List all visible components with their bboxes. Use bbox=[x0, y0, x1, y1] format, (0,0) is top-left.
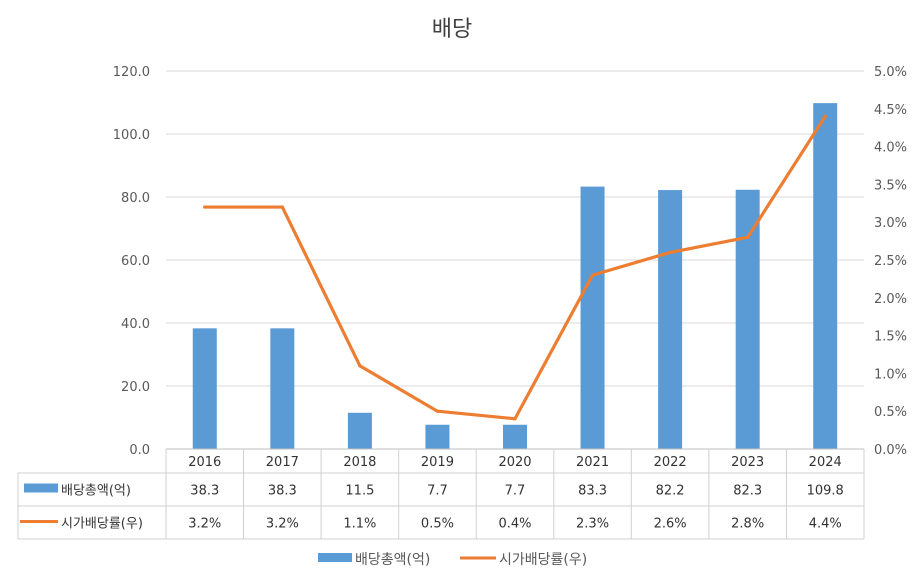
right-tick-label: 3.0% bbox=[874, 216, 907, 231]
legend-bar-label: 배당총액(억) bbox=[355, 552, 430, 568]
category-label: 2022 bbox=[654, 455, 687, 470]
table-value: 0.4% bbox=[498, 517, 531, 532]
category-label: 2020 bbox=[498, 455, 531, 470]
right-axis-ticks: 0.0% 0.5% 1.0% 1.5% 2.0% 2.5% 3.0% 3.5% 4.0% 4.5%… bbox=[874, 65, 907, 458]
bar-2022 bbox=[658, 190, 683, 449]
right-tick-label: 2.5% bbox=[874, 254, 907, 269]
table-value: 82.2 bbox=[656, 484, 685, 499]
table-value: 0.5% bbox=[421, 517, 454, 532]
table-value: 82.3 bbox=[733, 484, 762, 499]
bar-2024 bbox=[813, 103, 838, 449]
line-point-2018 bbox=[358, 364, 362, 368]
table-value: 38.3 bbox=[190, 484, 219, 499]
table-value: 2.3% bbox=[576, 517, 609, 532]
line-point-2019 bbox=[435, 409, 440, 413]
bar-2017 bbox=[270, 328, 295, 449]
line-point-2020 bbox=[513, 417, 517, 421]
table-series-name: 배당총액(억) bbox=[61, 484, 131, 499]
left-tick-label: 0.0 bbox=[129, 443, 150, 458]
left-axis-ticks: 0.0 20.0 40.0 60.0 80.0 100.0 120.0 bbox=[113, 65, 150, 458]
right-tick-label: 0.5% bbox=[874, 405, 907, 420]
category-label: 2021 bbox=[576, 455, 609, 470]
left-tick-label: 100.0 bbox=[113, 128, 150, 143]
legend: 배당총액(억) 시가배당률(우) bbox=[318, 552, 587, 568]
table-value: 2.8% bbox=[731, 517, 764, 532]
line-point-2024 bbox=[823, 114, 827, 118]
left-tick-label: 60.0 bbox=[121, 254, 150, 269]
right-tick-label: 0.0% bbox=[874, 443, 907, 458]
category-label: 2024 bbox=[809, 455, 842, 470]
table-key-bar bbox=[24, 483, 58, 493]
dividend-yield-line bbox=[203, 114, 827, 421]
legend-line-label: 시가배당률(우) bbox=[499, 552, 587, 568]
table-series-name: 시가배당률(우) bbox=[61, 517, 143, 532]
table-value: 4.4% bbox=[809, 517, 842, 532]
table-value: 38.3 bbox=[268, 484, 297, 499]
right-tick-label: 5.0% bbox=[874, 65, 907, 80]
line-point-2017 bbox=[280, 205, 284, 209]
left-tick-label: 80.0 bbox=[121, 191, 150, 206]
right-tick-label: 1.5% bbox=[874, 330, 907, 345]
bar-2018 bbox=[347, 412, 372, 449]
left-tick-label: 20.0 bbox=[121, 380, 150, 395]
table-value: 1.1% bbox=[343, 517, 376, 532]
right-tick-label: 4.0% bbox=[874, 141, 907, 156]
table-value: 2.6% bbox=[654, 517, 687, 532]
category-label: 2019 bbox=[421, 455, 454, 470]
legend-bar-key bbox=[318, 553, 352, 562]
category-label: 2018 bbox=[343, 455, 376, 470]
line-series bbox=[203, 114, 827, 421]
table-value: 11.5 bbox=[345, 484, 374, 499]
bar-2023 bbox=[735, 189, 760, 449]
data-table: 2016 2017 2018 2019 2020 2021 2022 2023 2024 배당총액… bbox=[17, 448, 865, 540]
chart-title: 배당 bbox=[432, 17, 472, 42]
right-tick-label: 1.0% bbox=[874, 367, 907, 382]
category-label: 2016 bbox=[188, 455, 221, 470]
line-point-2021 bbox=[590, 273, 595, 277]
table-value: 7.7 bbox=[505, 484, 526, 499]
line-point-2023 bbox=[746, 235, 750, 239]
right-tick-label: 2.0% bbox=[874, 292, 907, 307]
left-tick-label: 40.0 bbox=[121, 317, 150, 332]
bar-2016 bbox=[192, 328, 217, 449]
bar-2020 bbox=[503, 424, 527, 449]
right-tick-label: 3.5% bbox=[874, 178, 907, 193]
line-point-2016 bbox=[203, 205, 207, 209]
table-value: 83.3 bbox=[578, 484, 607, 499]
category-label: 2023 bbox=[731, 455, 764, 470]
bar-series bbox=[192, 103, 838, 450]
bar-2021 bbox=[580, 186, 605, 450]
right-tick-label: 4.5% bbox=[874, 103, 907, 118]
table-value: 3.2% bbox=[188, 517, 221, 532]
table-value: 109.8 bbox=[807, 484, 844, 499]
category-label: 2017 bbox=[266, 455, 299, 470]
table-value: 7.7 bbox=[427, 484, 448, 499]
bar-2019 bbox=[425, 424, 450, 449]
left-tick-label: 120.0 bbox=[113, 65, 150, 80]
line-point-2022 bbox=[668, 250, 672, 255]
table-value: 3.2% bbox=[266, 517, 299, 532]
